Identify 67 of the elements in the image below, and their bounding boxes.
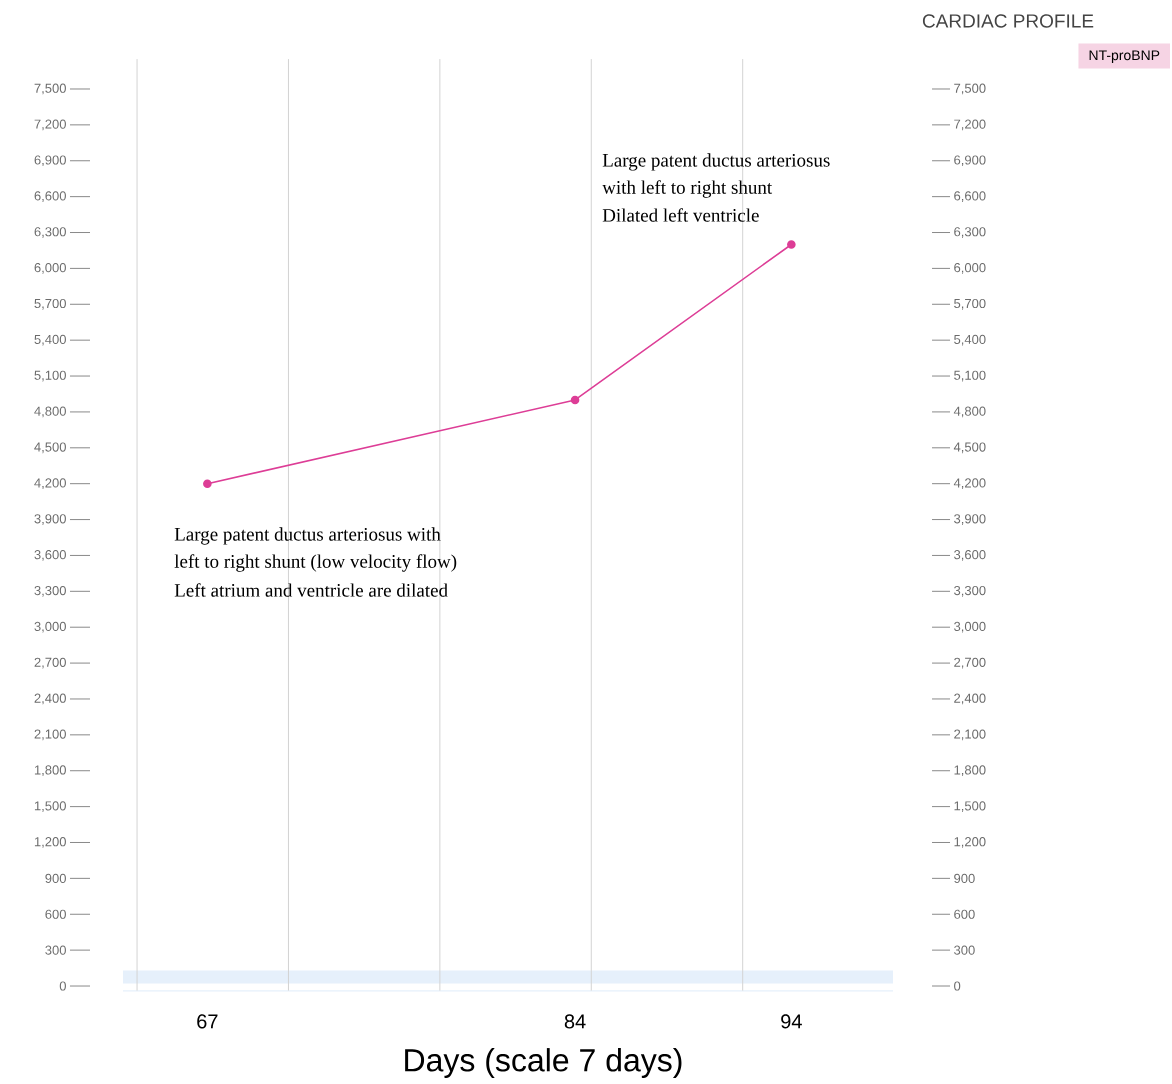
- y2-tick-label: 600: [954, 909, 975, 919]
- y2-tick-label: 6,600: [954, 191, 986, 202]
- y2-tick-label: 3,300: [954, 585, 986, 597]
- y-tick-label: 3,000: [34, 621, 66, 633]
- y-tick-label: 2,400: [34, 693, 66, 705]
- y2-tick-label: 3,900: [954, 514, 986, 525]
- text: NT-proBNP: [1089, 50, 1160, 63]
- y-tick-label: 1,500: [34, 801, 66, 812]
- x-axis-title: Days (scale 7 days): [405, 1048, 682, 1078]
- y-tick-label: 6,900: [34, 155, 66, 167]
- y2-tick-label: 7,200: [954, 119, 986, 131]
- y2-tick-label: 6,900: [954, 155, 986, 167]
- y2-tick-label: 2,100: [954, 729, 986, 741]
- x-tick-label: 67: [197, 1014, 218, 1029]
- y2-tick-label: 2,700: [954, 657, 986, 669]
- y2-tick-label: 6,300: [954, 227, 986, 238]
- annotation: Dilated left ventricle: [602, 208, 759, 222]
- y-tick-label: 1,800: [34, 765, 66, 777]
- y2-tick-label: 900: [954, 873, 975, 883]
- x-tick-label: 84: [564, 1014, 586, 1029]
- y-tick-label: 7,200: [34, 119, 66, 131]
- y-tick-label: 0: [59, 981, 66, 991]
- annotation: left to right shunt (low velocity flow): [174, 554, 457, 572]
- annotation: with left to right shunt: [602, 180, 773, 198]
- y-tick-label: 4,500: [34, 442, 66, 454]
- y2-tick-label: 300: [954, 945, 975, 955]
- y2-tick-label: 0: [954, 981, 961, 991]
- y2-tick-label: 4,800: [953, 406, 986, 418]
- point: [570, 395, 580, 405]
- y-tick-label: 3,600: [34, 550, 66, 561]
- y2-tick-label: 5,400: [954, 334, 986, 346]
- point: [203, 479, 212, 488]
- text: CARDIAC PROFILE: [922, 14, 1094, 28]
- annotation: Left atrium and ventricle are dilated: [174, 583, 448, 597]
- y2-tick-label: 3,000: [954, 621, 986, 633]
- y-tick-label: 2,700: [34, 657, 66, 669]
- y2-tick-label: 4,200: [953, 478, 986, 490]
- y2-tick-label: 1,800: [954, 765, 986, 777]
- y2-tick-label: 6,000: [954, 263, 986, 274]
- y2-tick-label: 7,500: [954, 83, 986, 95]
- y-tick-label: 6,300: [34, 227, 66, 238]
- x-tick-label: 94: [781, 1014, 802, 1029]
- y-tick-label: 3,300: [34, 585, 66, 597]
- y-tick-label: 5,400: [34, 334, 66, 346]
- y-tick-label: 4,800: [34, 406, 66, 418]
- y2-tick-label: 5,100: [954, 370, 986, 382]
- y-tick-label: 1,200: [34, 837, 66, 848]
- y-tick-label: 3,900: [34, 514, 66, 525]
- y2-tick-label: 1,200: [954, 837, 986, 848]
- y2-tick-label: 3,600: [954, 550, 986, 561]
- y-tick-label: 6,600: [34, 191, 66, 202]
- y2-tick-label: 4,500: [953, 442, 986, 454]
- y-tick-label: 300: [45, 945, 66, 955]
- y-tick-label: 5,700: [34, 298, 66, 310]
- y-tick-label: 600: [45, 909, 66, 919]
- y2-tick-label: 1,500: [954, 801, 986, 812]
- y-tick-label: 4,200: [34, 478, 66, 490]
- y2-tick-label: 2,400: [954, 693, 986, 705]
- y-tick-label: 2,100: [34, 729, 66, 741]
- annotation: Large patent ductus arteriosus: [602, 153, 830, 171]
- y-tick-label: 5,100: [34, 370, 66, 382]
- y-tick-label: 900: [45, 873, 66, 883]
- point: [787, 240, 796, 249]
- y-tick-label: 6,000: [34, 263, 66, 274]
- y-tick-label: 7,500: [34, 83, 66, 95]
- y2-tick-label: 5,700: [954, 298, 986, 310]
- annotation: Large patent ductus arteriosus with: [174, 527, 441, 545]
